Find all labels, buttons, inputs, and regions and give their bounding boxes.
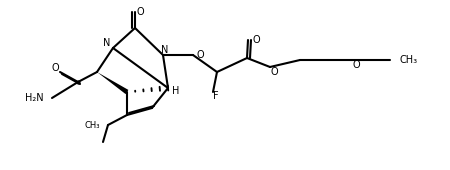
Text: O: O xyxy=(270,67,278,77)
Text: H: H xyxy=(172,86,180,96)
Text: O: O xyxy=(51,63,59,73)
Text: N: N xyxy=(161,45,169,55)
Text: N: N xyxy=(104,38,111,48)
Text: O: O xyxy=(136,7,144,17)
Polygon shape xyxy=(97,72,128,94)
Text: O: O xyxy=(196,50,204,60)
Text: O: O xyxy=(252,35,260,45)
Text: CH₃: CH₃ xyxy=(85,121,100,130)
Text: CH₃: CH₃ xyxy=(400,55,418,65)
Text: F: F xyxy=(213,91,219,101)
Text: H₂N: H₂N xyxy=(25,93,44,103)
Text: O: O xyxy=(352,60,360,70)
